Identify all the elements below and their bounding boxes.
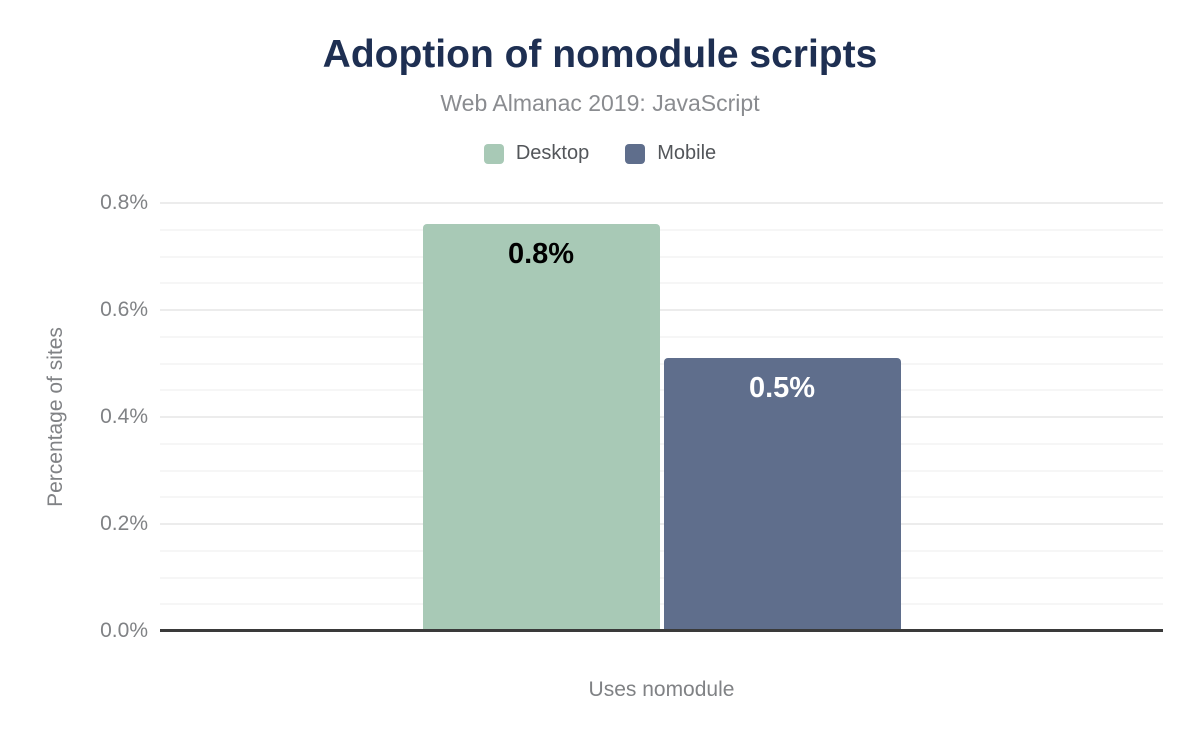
minor-gridline (160, 255, 1163, 258)
major-gridline (160, 523, 1163, 525)
minor-gridline (160, 469, 1163, 472)
bar-value-label: 0.8% (507, 238, 575, 270)
mobile-swatch-icon (625, 143, 646, 164)
minor-gridline (160, 442, 1163, 445)
legend-label-desktop: Desktop (515, 142, 590, 164)
chart-title: Adoption of nomodule scripts (322, 33, 878, 76)
bar-mobile[interactable]: 0.5% (663, 358, 901, 631)
chart-subtitle: Web Almanac 2019: JavaScript (440, 90, 760, 116)
legend-label-mobile: Mobile (657, 142, 717, 164)
x-axis-line (160, 629, 1163, 632)
y-axis-title: Percentage of sites (44, 327, 67, 507)
minor-gridline (160, 389, 1163, 392)
y-tick-label: 0.0% (100, 619, 148, 642)
bar-desktop[interactable]: 0.8% (422, 224, 660, 631)
legend-item-mobile[interactable]: Mobile (625, 142, 716, 165)
minor-gridline (160, 335, 1163, 338)
minor-gridline (160, 228, 1163, 231)
major-gridline (160, 416, 1163, 418)
minor-gridline (160, 496, 1163, 499)
major-gridline (160, 309, 1163, 311)
minor-gridline (160, 282, 1163, 285)
minor-gridline (160, 549, 1163, 552)
x-axis-title: Uses nomodule (588, 678, 735, 701)
legend-item-desktop[interactable]: Desktop (483, 142, 590, 165)
y-tick-label: 0.4% (100, 405, 148, 428)
desktop-swatch-icon (483, 143, 504, 164)
plot-area: 0.8% 0.5% (160, 202, 1163, 632)
major-gridline (160, 202, 1163, 204)
minor-gridline (160, 576, 1163, 579)
y-tick-label: 0.8% (100, 191, 148, 214)
legend: Desktop Mobile (0, 142, 1200, 165)
y-tick-label: 0.6% (100, 298, 148, 321)
y-tick-label: 0.2% (100, 512, 148, 535)
y-axis-tick-labels: 0.0% 0.2% 0.4% 0.6% 0.8% (0, 0, 148, 742)
minor-gridline (160, 362, 1163, 365)
minor-gridline (160, 603, 1163, 606)
bar-value-label: 0.5% (748, 372, 816, 404)
